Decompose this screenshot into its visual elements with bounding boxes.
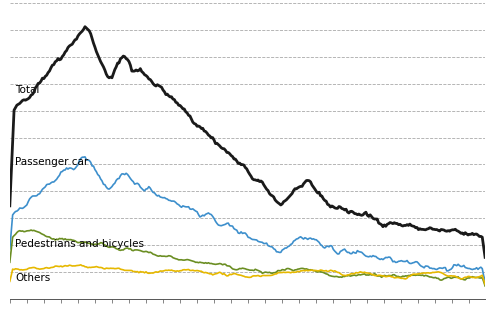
Text: Passenger car: Passenger car	[16, 157, 89, 167]
Text: Pedestrians and bicycles: Pedestrians and bicycles	[16, 239, 145, 249]
Text: Total: Total	[16, 85, 40, 94]
Text: Others: Others	[16, 273, 51, 283]
